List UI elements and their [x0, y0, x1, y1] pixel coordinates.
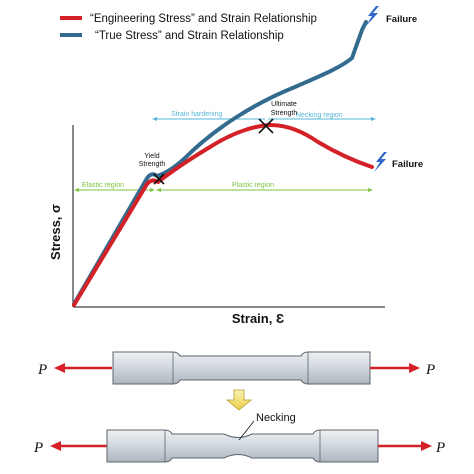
failure-right-group: Failure: [374, 152, 423, 172]
chart-axes: Stress, σ Strain, Ɛ: [48, 125, 385, 326]
yield-strength-marker: Yield Strength: [139, 153, 166, 185]
necking-region-label: Necking region: [296, 112, 343, 119]
plastic-region-label: Plastic region: [232, 182, 274, 189]
ultimate-label-line1: Ultimate: [271, 101, 297, 108]
cross-marker-icon: [153, 173, 165, 185]
down-arrow-icon: [225, 389, 253, 411]
force-label-left-bottom: P: [33, 440, 43, 456]
curves: [72, 20, 374, 307]
elastic-region-label: Elastic region: [82, 182, 124, 189]
true-stress-curve: [72, 20, 368, 306]
engineering-stress-curve: [72, 122, 374, 307]
yield-label-line1: Yield: [144, 153, 159, 160]
lightning-bolt-icon: [366, 6, 379, 26]
y-axis-title: Stress, σ: [48, 204, 63, 260]
necking-label: Necking: [256, 412, 296, 424]
ultimate-strength-marker: Ultimate Strength: [258, 101, 298, 134]
region-annotations: Strain hardening Necking region Elastic …: [74, 111, 376, 192]
legend: “Engineering Stress” and Strain Relation…: [60, 13, 317, 42]
specimen-bar-bottom: [106, 429, 379, 463]
lightning-bolt-icon: [374, 152, 387, 172]
specimen-original: P P: [37, 351, 435, 385]
force-label-left-top: P: [37, 362, 47, 378]
failure-top-group: Failure: [366, 6, 417, 26]
specimen-bar-top: [112, 351, 371, 385]
legend-label-engineering: “Engineering Stress” and Strain Relation…: [90, 13, 317, 25]
failure-top-label: Failure: [386, 14, 417, 25]
force-label-right-bottom: P: [435, 440, 445, 456]
necking-leader: [238, 420, 255, 441]
legend-label-true: “True Stress” and Strain Relationship: [95, 30, 284, 42]
cross-marker-icon: [258, 118, 274, 134]
x-axis-title: Strain, Ɛ: [232, 311, 284, 326]
ultimate-label-line2: Strength: [271, 110, 298, 117]
yield-label-line2: Strength: [139, 161, 166, 168]
force-label-right-top: P: [425, 362, 435, 378]
specimen-necked: P Necking P: [33, 412, 445, 463]
failure-right-label: Failure: [392, 159, 423, 170]
strain-hardening-label: Strain hardening: [171, 111, 222, 118]
